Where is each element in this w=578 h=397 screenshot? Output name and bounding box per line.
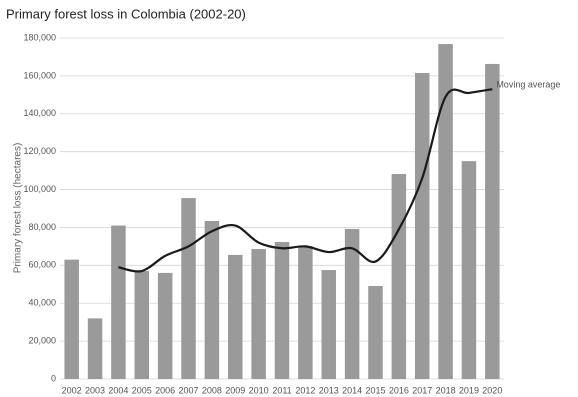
bar (181, 198, 196, 379)
x-tick-label: 2007 (179, 385, 199, 395)
bar (228, 254, 243, 379)
x-tick-label: 2004 (108, 385, 128, 395)
x-tick-label: 2010 (249, 385, 269, 395)
y-tick-label: 60,000 (28, 260, 56, 270)
bar (414, 73, 430, 379)
x-tick-label: 2011 (272, 385, 291, 395)
bar (298, 246, 313, 379)
x-tick-label: 2020 (482, 385, 502, 395)
x-tick-label: 2006 (155, 385, 175, 395)
x-tick-label: 2003 (85, 385, 105, 395)
bar (111, 225, 126, 379)
x-tick-label: 2012 (295, 385, 315, 395)
x-tick-label: 2017 (412, 385, 432, 395)
bar (274, 242, 290, 379)
moving-average-line (118, 88, 493, 273)
bar (64, 259, 79, 379)
bar (438, 44, 453, 379)
y-axis-label: Primary forest loss (hectares) (13, 143, 24, 274)
y-tick-label: 40,000 (28, 298, 56, 308)
bar (87, 318, 103, 379)
y-tick-label: 180,000 (23, 32, 56, 42)
x-tick-label: 2016 (389, 385, 409, 395)
bar (157, 272, 173, 379)
bar (368, 285, 383, 379)
x-tick-label: 2013 (319, 385, 339, 395)
x-tick-label: 2008 (202, 385, 222, 395)
bar (134, 271, 150, 379)
bar (321, 270, 336, 379)
y-tick-label: 20,000 (28, 335, 56, 345)
x-tick-label: 2014 (342, 385, 362, 395)
x-tick-label: 2002 (62, 385, 82, 395)
bar (204, 221, 220, 379)
chart-title: Primary forest loss in Colombia (2002-20… (6, 6, 246, 21)
y-tick-label: 0 (51, 373, 56, 383)
bar (251, 249, 266, 379)
bar (344, 228, 360, 379)
x-tick-label: 2005 (132, 385, 152, 395)
y-tick-label: 140,000 (23, 108, 56, 118)
y-tick-label: 120,000 (23, 146, 56, 156)
y-tick-label: 160,000 (23, 70, 56, 80)
bar (461, 161, 477, 379)
x-tick-label: 2015 (365, 385, 385, 395)
x-tick-label: 2009 (225, 385, 245, 395)
bar (391, 174, 407, 379)
line-label: Moving average (496, 80, 560, 90)
x-tick-label: 2019 (459, 385, 479, 395)
y-tick-label: 100,000 (23, 184, 56, 194)
x-tick-label: 2018 (436, 385, 456, 395)
y-tick-label: 80,000 (28, 222, 56, 232)
bar (485, 63, 500, 379)
